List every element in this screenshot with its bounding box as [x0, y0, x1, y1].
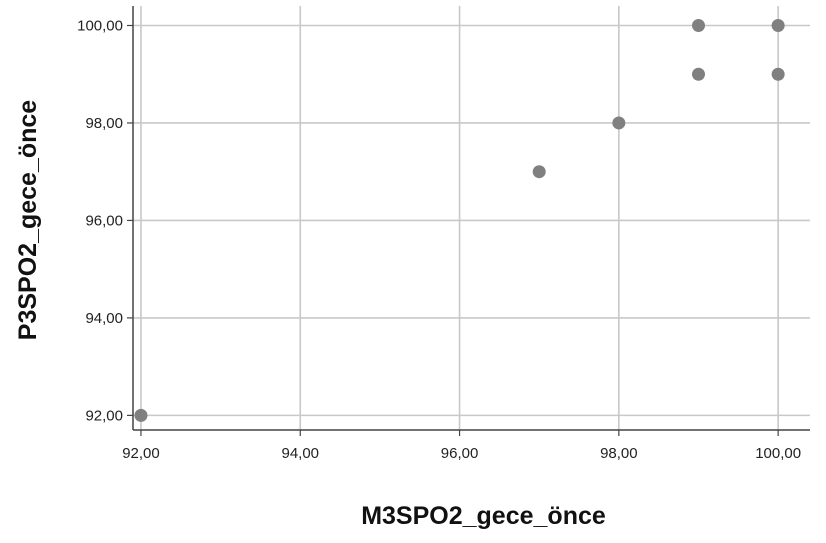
- x-tick-label: 92,00: [122, 445, 160, 462]
- axes: [132, 6, 810, 431]
- x-axis-ticks: 92,00 94,00 96,00 98,00 100,00: [122, 430, 801, 462]
- scatter-point: [771, 18, 785, 32]
- x-tick-label: 100,00: [755, 445, 801, 462]
- scatter-point: [134, 408, 148, 422]
- data-points: [134, 18, 785, 422]
- scatter-point: [691, 18, 705, 32]
- x-axis-title: M3SPO2_gece_önce: [361, 502, 606, 530]
- y-tick-label: 94,00: [85, 310, 123, 327]
- y-axis-title: P3SPO2_gece_önce: [14, 100, 42, 341]
- y-tick-label: 96,00: [85, 212, 123, 229]
- x-tick-label: 98,00: [600, 445, 638, 462]
- y-tick-label: 98,00: [85, 115, 123, 132]
- scatter-point: [612, 116, 626, 130]
- scatter-point: [771, 67, 785, 81]
- x-tick-label: 96,00: [441, 445, 479, 462]
- y-tick-label: 100,00: [77, 17, 123, 34]
- grid-lines: [133, 6, 810, 430]
- y-tick-label: 92,00: [85, 407, 123, 424]
- x-tick-label: 94,00: [281, 445, 319, 462]
- y-axis-ticks: 92,00 94,00 96,00 98,00 100,00: [77, 17, 133, 424]
- scatter-point: [532, 165, 546, 179]
- scatter-point: [691, 67, 705, 81]
